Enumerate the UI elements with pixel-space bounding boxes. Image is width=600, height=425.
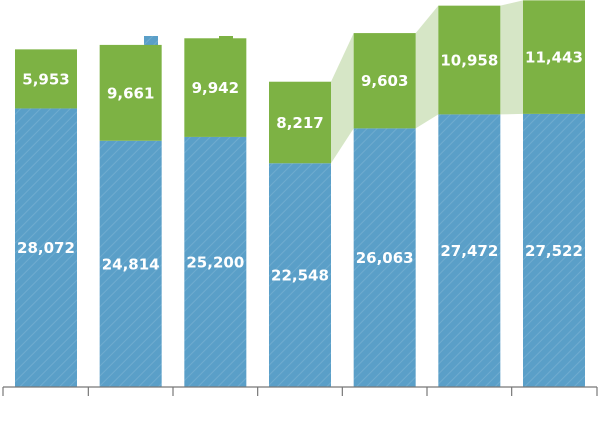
data-label-green: 9,603	[361, 72, 408, 90]
bar-segment-green	[438, 5, 501, 115]
data-label-green: 9,942	[192, 79, 239, 97]
data-label-green: 9,661	[107, 84, 154, 102]
bar-segment-blue-hatch	[15, 108, 77, 387]
bar-segment-green	[353, 33, 416, 129]
data-label-green: 8,217	[276, 114, 323, 132]
bar-segment-blue-hatch	[353, 128, 416, 387]
data-label-blue: 28,072	[17, 239, 75, 257]
data-label-green: 5,953	[22, 70, 69, 88]
bar-segment-blue-hatch	[269, 163, 331, 387]
data-label-blue: 27,522	[525, 242, 583, 260]
bar-segment-blue-hatch	[438, 114, 501, 387]
data-label-blue: 27,472	[440, 242, 498, 260]
data-label-blue: 24,814	[102, 255, 160, 273]
connector-band	[331, 33, 354, 164]
bar-segment-green	[523, 0, 585, 114]
bar-segment-blue-hatch	[184, 136, 247, 387]
data-label-green: 10,958	[440, 52, 498, 70]
bar-segment-green	[15, 49, 77, 109]
connector-band	[415, 5, 439, 129]
data-label-green: 11,443	[525, 49, 583, 67]
bars	[15, 0, 585, 387]
x-axis	[2, 386, 598, 396]
data-labels: 5,953 28,072 9,661 24,814 9,942 25,200 8,217 22…	[17, 49, 583, 285]
data-label-blue: 22,548	[271, 267, 329, 285]
bar-segment-green	[269, 81, 331, 164]
connector-band	[500, 0, 523, 115]
data-label-blue: 26,063	[356, 249, 414, 267]
bar-segment-blue-hatch	[99, 140, 162, 387]
bar-segment-green	[99, 44, 162, 141]
bar-segment-green	[184, 38, 247, 137]
data-label-blue: 25,200	[186, 253, 244, 271]
bar-segment-blue-hatch	[523, 113, 585, 387]
connectors	[331, 0, 523, 164]
